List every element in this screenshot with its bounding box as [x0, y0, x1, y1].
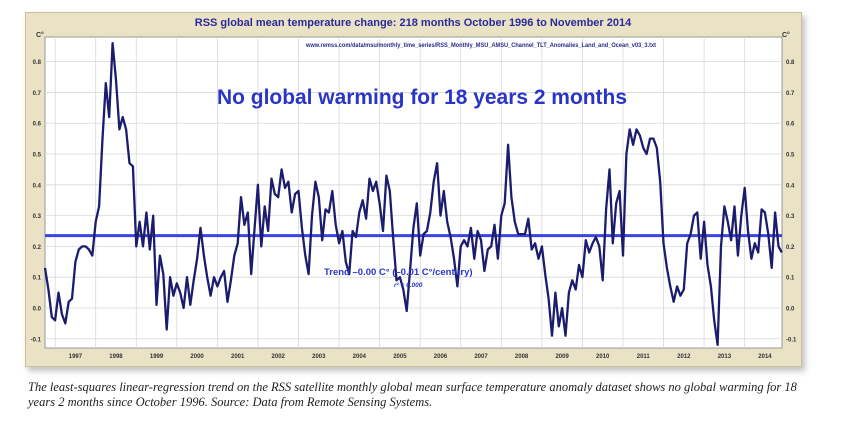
headline: No global warming for 18 years 2 months	[217, 86, 627, 109]
y-tick-label-right: 0.3	[786, 214, 795, 220]
figure-caption: The least-squares linear-regression tren…	[28, 380, 797, 409]
chart-title: RSS global mean temperature change: 218 …	[195, 17, 632, 29]
x-tick-label: 2014	[758, 354, 772, 360]
x-tick-label: 1998	[109, 354, 123, 360]
x-tick-label: 2006	[434, 354, 448, 360]
chart: -0.1 0.0 0.1 0.2 0.3 0.4 0.5 0.6 0.7 0.8 -0.1 0.0 0…	[31, 17, 797, 360]
y-tick-label-left: 0.7	[33, 91, 42, 97]
y-tick-label-left: 0.4	[33, 183, 42, 189]
trend-label: Trend –0.00 C° (–0.01 C°/century)	[324, 267, 473, 278]
x-tick-label: 2002	[272, 354, 286, 360]
y-tick-label-right: 0.4	[786, 183, 795, 189]
y-tick-label-left: 0.0	[33, 306, 42, 312]
y-tick-label-left: 0.2	[33, 245, 42, 251]
y-tick-label-left: -0.1	[31, 337, 42, 343]
r2-label: r² = 0.000	[394, 282, 423, 289]
x-tick-label: 2010	[596, 354, 610, 360]
y-tick-label-right: 0.5	[786, 153, 795, 159]
y-tick-label-left: 0.1	[33, 276, 42, 282]
y-axis-label-right: C°	[782, 31, 790, 39]
y-tick-label-right: -0.1	[786, 337, 797, 343]
y-axis-label-left: C°	[36, 31, 44, 39]
y-tick-label-right: 0.7	[786, 91, 795, 97]
x-tick-label: 2000	[190, 354, 204, 360]
x-tick-label: 2005	[393, 354, 407, 360]
x-tick-label: 2012	[677, 354, 691, 360]
x-tick-label: 2011	[637, 354, 651, 360]
x-tick-label: 2008	[515, 354, 529, 360]
x-tick-label: 2003	[312, 354, 326, 360]
y-tick-label-right: 0.2	[786, 245, 795, 251]
x-tick-label: 2009	[555, 354, 569, 360]
source-url: www.remss.com/data/msu/monthly_time_seri…	[305, 42, 657, 49]
y-tick-label-right: 0.6	[786, 122, 795, 128]
x-tick-label: 2013	[718, 354, 732, 360]
y-tick-label-left: 0.8	[33, 60, 42, 66]
chart-frame: -0.1 0.0 0.1 0.2 0.3 0.4 0.5 0.6 0.7 0.8 -0.1 0.0 0…	[25, 12, 802, 367]
x-tick-label: 2007	[474, 354, 488, 360]
y-tick-label-left: 0.6	[33, 122, 42, 128]
series-line	[43, 42, 783, 347]
x-tick-label: 1999	[150, 354, 164, 360]
y-tick-label-right: 0.8	[786, 60, 795, 66]
x-tick-label: 2004	[353, 354, 367, 360]
y-tick-label-right: 0.1	[786, 276, 795, 282]
x-tick-label: 2001	[231, 354, 245, 360]
x-tick-label: 1997	[69, 354, 83, 360]
y-tick-label-right: 0.0	[786, 306, 795, 312]
y-tick-label-left: 0.5	[33, 153, 42, 159]
y-tick-label-left: 0.3	[33, 214, 42, 220]
